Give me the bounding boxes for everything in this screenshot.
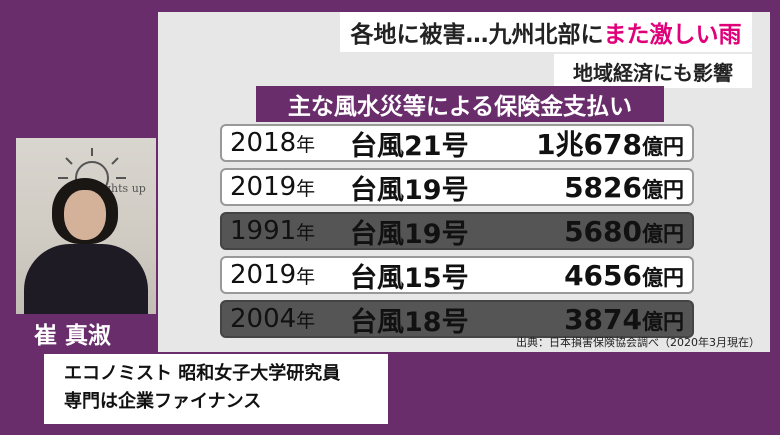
table-row: 2004年 台風18号 3874億円	[220, 300, 694, 338]
table-row: 2019年 台風15号 4656億円	[220, 256, 694, 294]
row-typhoon: 台風15号	[350, 262, 469, 294]
row-amount: 1兆678億円	[536, 128, 684, 161]
headline-banner: 各地に被害…九州北部に また激しい雨	[340, 12, 752, 52]
guest-name-plate: 崔 真淑	[16, 314, 140, 352]
subhead-text: 地域経済にも影響	[573, 60, 733, 85]
guest-body	[24, 244, 148, 314]
subhead-banner: 地域経済にも影響	[554, 54, 752, 88]
guest-video-feed: ghts up	[16, 138, 156, 314]
source-note: 出典：日本損害保険協会調べ（2020年3月現在）	[516, 336, 760, 349]
row-amount: 5826億円	[564, 170, 684, 204]
guest-name: 崔 真淑	[34, 323, 112, 349]
row-typhoon: 台風21号	[350, 130, 469, 162]
guest-info-box: エコノミスト 昭和女子大学研究員 専門は企業ファイナンス	[44, 354, 388, 424]
guest-title-line2: 専門は企業ファイナンス	[64, 391, 262, 412]
row-year: 2019年	[230, 260, 316, 290]
headline-text: 各地に被害…九州北部に	[350, 22, 604, 48]
row-typhoon: 台風19号	[350, 174, 469, 206]
row-year: 2004年	[230, 304, 316, 334]
row-typhoon: 台風18号	[350, 306, 469, 338]
table-row: 1991年 台風19号 5680億円	[220, 212, 694, 250]
table-row: 2019年 台風19号 5826億円	[220, 168, 694, 206]
row-amount: 3874億円	[564, 302, 684, 336]
guest-face	[64, 190, 106, 240]
row-amount: 5680億円	[564, 214, 684, 248]
payout-table: 2018年 台風21号 1兆678億円 2019年 台風19号 5826億円 1…	[220, 124, 694, 344]
row-year: 1991年	[230, 216, 316, 246]
table-title-text: 主な風水災等による保険金支払い	[287, 94, 633, 120]
background-logo-text: ghts up	[104, 182, 146, 195]
table-row: 2018年 台風21号 1兆678億円	[220, 124, 694, 162]
headline-accent-text: また激しい雨	[603, 22, 742, 48]
row-year: 2019年	[230, 172, 316, 202]
table-title: 主な風水災等による保険金支払い	[256, 86, 664, 122]
row-year: 2018年	[230, 128, 316, 158]
guest-title-line1: エコノミスト 昭和女子大学研究員	[64, 363, 341, 384]
row-typhoon: 台風19号	[350, 218, 469, 250]
row-amount: 4656億円	[564, 258, 684, 292]
